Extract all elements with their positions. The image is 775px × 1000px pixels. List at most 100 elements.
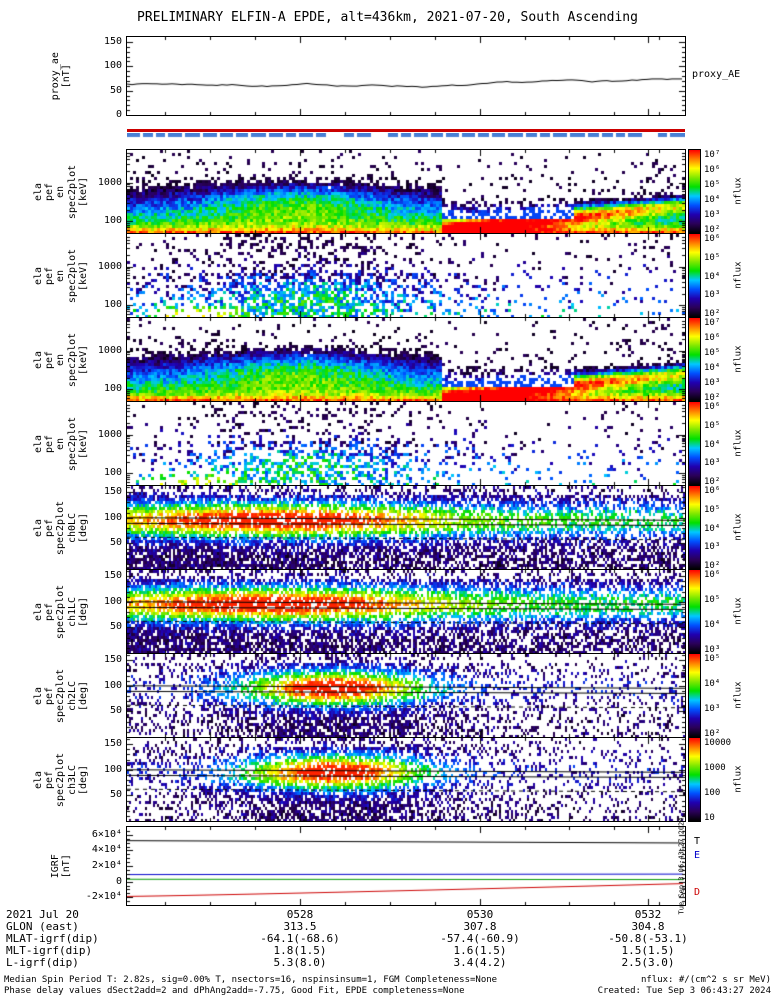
y-tick-label: 1000	[97, 176, 122, 188]
en-spec-4-frame	[126, 401, 686, 486]
en-spec-4-canvas	[127, 402, 685, 485]
colorbar-tick-label: 10³	[704, 542, 721, 553]
lc-ch3-canvas	[127, 738, 685, 821]
y-tick-label: 100	[103, 679, 122, 691]
colorbar-title: nflux	[733, 513, 744, 542]
colorbar-title: nflux	[733, 177, 744, 206]
xaxis-annotation-row-label: 2021 Jul 20	[6, 908, 79, 921]
y-tick-label: 4×10⁴	[91, 844, 122, 856]
colorbar	[688, 485, 701, 570]
y-tick-label: 150	[103, 570, 122, 582]
colorbar	[688, 233, 701, 318]
colorbar-title: nflux	[733, 429, 744, 458]
colorbar-tick-label: 10⁵	[704, 504, 721, 515]
en-spec-2-canvas	[127, 234, 685, 317]
colorbar	[688, 317, 701, 402]
xaxis-annotation-value: -57.4(-60.9)	[440, 932, 520, 945]
colorbar-tick-label: 10⁴	[704, 363, 721, 373]
xaxis-annotation-value: 307.8	[463, 920, 497, 933]
en-spec-1-frame	[126, 149, 686, 234]
colorbar-title-wrap: nflux	[732, 485, 746, 570]
y-tick-label: 50	[109, 621, 122, 633]
lc-ch0-frame	[126, 485, 686, 570]
footer-nflux-units: nflux: #/(cm^2 s sr MeV)	[640, 975, 771, 985]
y-tick-label: 6×10⁴	[91, 828, 122, 840]
colorbar-tick-label: 10⁴	[704, 679, 721, 689]
colorbar-tick-label: 10⁵	[704, 420, 721, 431]
y-tick-label: 100	[103, 60, 122, 72]
xaxis-annotation-value: 304.8	[631, 920, 665, 933]
colorbar-tick-label: 10²	[704, 225, 721, 235]
y-axis-label: ela pef en spec2plot [keV]	[33, 248, 89, 303]
colorbar-tick-label: 10⁴	[704, 523, 721, 534]
xaxis-annotation-value: 5.3(8.0)	[273, 956, 327, 969]
en-spec-3-frame	[126, 317, 686, 402]
colorbar-tick-label: 10³	[704, 290, 721, 301]
colorbar-tick-label: 10²	[704, 393, 721, 403]
colorbar-title-wrap: nflux	[732, 233, 746, 318]
footer-spin-period-line: Median Spin Period T: 2.82s, sig=0.00% T…	[4, 975, 498, 985]
xaxis-annotation-row-label: GLON (east)	[6, 920, 79, 933]
colorbar-tick-label: 10⁶	[704, 333, 721, 343]
y-tick-label: 100	[103, 511, 122, 523]
igrf-series-label: E	[694, 850, 701, 861]
y-tick-label: 0	[115, 875, 122, 887]
y-tick-label: 150	[103, 486, 122, 498]
colorbar-tick-label: 10⁵	[704, 252, 721, 263]
colorbar-tick-label: 10⁶	[704, 570, 721, 580]
colorbar-tick-label: 10⁶	[704, 402, 721, 412]
footer-created-timestamp: Created: Tue Sep 3 06:43:27 2024	[597, 986, 771, 996]
colorbar-tick-label: 10⁵	[704, 654, 721, 664]
colorbar-tick-label: 10⁶	[704, 486, 721, 496]
y-axis-label: ela pef en spec2plot [keV]	[33, 416, 89, 471]
lc-ch3-frame	[126, 737, 686, 822]
colorbar-title-wrap: nflux	[732, 569, 746, 654]
side-timestamp: Tue Sep 3 06:43:27 2024	[677, 817, 685, 915]
xaxis-annotation-value: 3.4(4.2)	[453, 956, 507, 969]
y-tick-label: 100	[103, 215, 122, 227]
colorbar-tick-label: 10²	[704, 477, 721, 487]
y-tick-label: 50	[109, 537, 122, 549]
colorbar-title: nflux	[733, 345, 744, 374]
lc-ch2-canvas	[127, 654, 685, 737]
colorbar-title-wrap: nflux	[732, 149, 746, 234]
right-axis-label: proxy_AE	[692, 69, 741, 80]
colorbar-tick-label: 10³	[704, 704, 721, 714]
footer-right: nflux: #/(cm^2 s sr MeV) Created: Tue Se…	[598, 975, 771, 997]
y-tick-label: 100	[103, 467, 122, 479]
colorbar-title: nflux	[733, 597, 744, 626]
xaxis-annotation-value: 0528	[286, 908, 314, 921]
colorbar-title: nflux	[733, 681, 744, 710]
xaxis-annotation-value: 313.5	[283, 920, 317, 933]
colorbar-tick-label: 10⁷	[704, 150, 721, 160]
y-tick-label: 100	[103, 383, 122, 395]
y-tick-label: 150	[103, 654, 122, 666]
colorbar-tick-label: 10⁵	[704, 348, 721, 358]
colorbar-tick-label: 10⁷	[704, 318, 721, 328]
availability-red-line	[127, 129, 685, 132]
y-axis-label-wrap: ela pef spec2plot ch1LC [deg]	[24, 569, 98, 654]
colorbar-tick-label: 10	[704, 813, 715, 823]
colorbar	[688, 653, 701, 738]
igrf-frame	[126, 826, 686, 906]
colorbar	[688, 737, 701, 822]
y-tick-label: 150	[103, 738, 122, 750]
colorbar-title: nflux	[733, 261, 744, 290]
proxy-ae-canvas	[127, 37, 685, 115]
xaxis-annotation-value: -50.8(-53.1)	[608, 932, 688, 945]
xaxis-annotation-value: 1.5(1.5)	[621, 944, 675, 957]
colorbar	[688, 401, 701, 486]
en-spec-2-frame	[126, 233, 686, 318]
y-tick-label: 2×10⁴	[91, 860, 122, 871]
lc-ch0-canvas	[127, 486, 685, 569]
y-axis-label-wrap: ela pef spec2plot ch0LC [deg]	[24, 485, 98, 570]
en-spec-3-canvas	[127, 318, 685, 401]
y-tick-label: 50	[109, 705, 122, 717]
y-tick-label: 100	[103, 763, 122, 775]
y-axis-label-wrap: ela pef spec2plot ch3LC [deg]	[24, 737, 98, 822]
colorbar	[688, 149, 701, 234]
y-tick-label: 1000	[97, 260, 122, 272]
xaxis-annotation-value: 0530	[466, 908, 494, 921]
